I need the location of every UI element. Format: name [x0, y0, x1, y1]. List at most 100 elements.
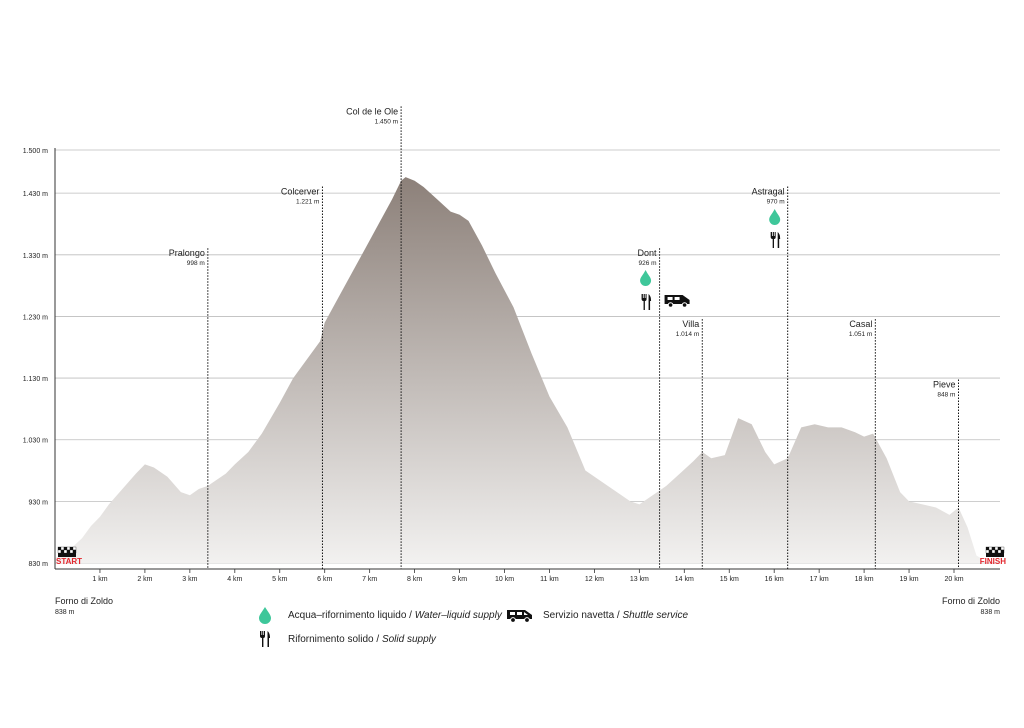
flag-cell: [57, 549, 62, 554]
x-tick-label: 10 km: [495, 576, 514, 583]
y-tick-label: 1.230 m: [23, 314, 48, 321]
finish-flag: FINISH: [980, 546, 1006, 566]
fork-shape: [641, 294, 647, 310]
x-tick-label: 15 km: [720, 576, 739, 583]
legend-water: Acqua–rifornimento liquido / Water–liqui…: [250, 606, 502, 624]
flag-cell: [1000, 546, 1005, 551]
water-drop-icon: [769, 209, 781, 225]
flag-cell: [66, 549, 71, 554]
shuttle-van-icon: [507, 610, 532, 623]
waypoint-name: Casal: [849, 319, 872, 329]
waypoint-name: Villa: [682, 319, 699, 329]
x-tick-label: 14 km: [675, 576, 694, 583]
waypoint-elevation: 1.450 m: [375, 118, 399, 125]
y-tick-label: 1.030 m: [23, 438, 48, 445]
waypoint-name: Pieve: [933, 379, 956, 389]
y-tick-label: 830 m: [29, 561, 49, 568]
water-drop-icon: [259, 607, 271, 624]
x-tick-label: 12 km: [585, 576, 604, 583]
flag-cell: [69, 549, 74, 554]
x-tick-label: 9 km: [452, 576, 467, 583]
waypoint-elevation: 848 m: [937, 391, 955, 398]
x-tick-label: 5 km: [272, 576, 287, 583]
flag-cell: [991, 549, 996, 554]
flag-cell: [57, 546, 62, 551]
elevation-profile-area: [55, 177, 981, 563]
finish-flag-label: FINISH: [980, 557, 1006, 566]
legend-food: Rifornimento solido / Solid supply: [250, 630, 436, 648]
flag-cell: [997, 546, 1002, 551]
flag-cell: [994, 546, 999, 551]
x-tick-label: 2 km: [137, 576, 152, 583]
start-flag-label: START: [56, 557, 82, 566]
x-tick-label: 18 km: [855, 576, 874, 583]
waypoint-elevation: 1.221 m: [296, 199, 320, 206]
flag-cell: [66, 546, 71, 551]
service-icons: [640, 209, 781, 310]
flag-cell: [985, 546, 990, 551]
legend-shuttle-label: Servizio navetta / Shuttle service: [543, 609, 689, 621]
x-tick-label: 7 km: [362, 576, 377, 583]
start-flag: START: [56, 546, 82, 566]
finish-location: Forno di Zoldo 838 m: [940, 596, 1000, 618]
waypoint-name: Astragal: [752, 187, 785, 197]
van-window: [674, 297, 680, 300]
flag-cell: [72, 549, 77, 554]
fork-knife-icon: [260, 631, 270, 647]
legend-shuttle: Servizio navetta / Shuttle service: [505, 607, 688, 623]
finish-location-elevation: 838 m: [980, 609, 1000, 616]
flag-base: [58, 553, 76, 557]
flag-cell: [1000, 549, 1005, 554]
waypoint-name: Colcerver: [281, 187, 320, 197]
van-wheel: [667, 302, 674, 308]
y-tick-label: 1.130 m: [23, 376, 48, 383]
shuttle-van-icon: [664, 295, 690, 308]
flag-cell: [994, 549, 999, 554]
y-tick-label: 1.430 m: [23, 191, 48, 198]
x-tick-label: 17 km: [810, 576, 829, 583]
water-drop-shape: [640, 270, 652, 286]
flag-cell: [997, 549, 1002, 554]
water-drop-icon: [640, 270, 652, 286]
flag-cell: [988, 546, 993, 551]
waypoint-elevation: 926 m: [638, 260, 656, 267]
flag-cell: [60, 546, 65, 551]
y-tick-label: 1.500 m: [23, 148, 48, 155]
y-tick-label: 930 m: [29, 499, 49, 506]
flag-cell: [988, 549, 993, 554]
waypoint-markers: Pralongo 998 m Colcerver 1.221 m Col de le O…: [169, 106, 959, 569]
van-window: [667, 297, 673, 300]
flag-cell: [991, 546, 996, 551]
fork-knife-icon: [770, 232, 781, 248]
knife-shape: [777, 232, 781, 248]
start-location-name: Forno di Zoldo: [55, 596, 114, 606]
van-wheel: [681, 302, 688, 308]
waypoint-name: Pralongo: [169, 248, 205, 258]
flag-cell: [72, 546, 77, 551]
flag-cell: [63, 546, 68, 551]
flag-cell: [69, 546, 74, 551]
waypoint-elevation: 998 m: [187, 260, 205, 267]
flag-cell: [60, 549, 65, 554]
x-tick-label: 3 km: [182, 576, 197, 583]
y-tick-label: 1.330 m: [23, 253, 48, 260]
legend-water-label: Acqua–rifornimento liquido / Water–liqui…: [288, 609, 502, 621]
x-tick-label: 4 km: [227, 576, 242, 583]
flag-cell: [63, 549, 68, 554]
fork-shape: [770, 232, 776, 248]
x-tick-label: 8 km: [407, 576, 422, 583]
waypoint-name: Col de le Ole: [346, 106, 398, 116]
waypoint-elevation: 970 m: [767, 199, 785, 206]
x-tick-label: 6 km: [317, 576, 332, 583]
x-tick-label: 1 km: [92, 576, 107, 583]
legend-food-label: Rifornimento solido / Solid supply: [288, 633, 436, 645]
start-location-elevation: 838 m: [55, 609, 75, 616]
waypoint-elevation: 1.051 m: [849, 331, 873, 338]
waypoint-elevation: 1.014 m: [676, 331, 700, 338]
x-tick-label: 11 km: [540, 576, 559, 583]
waypoint-name: Dont: [638, 248, 658, 258]
x-tick-label: 20 km: [944, 576, 963, 583]
x-tick-label: 13 km: [630, 576, 649, 583]
water-drop-shape: [769, 209, 781, 225]
